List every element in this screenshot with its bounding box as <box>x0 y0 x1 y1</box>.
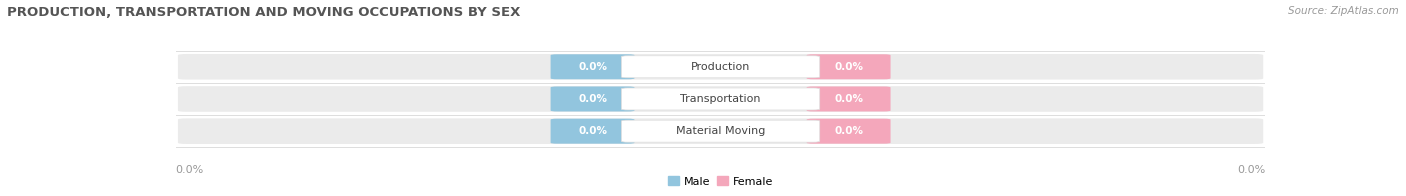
Text: 0.0%: 0.0% <box>834 126 863 136</box>
Text: Transportation: Transportation <box>681 94 761 104</box>
Text: Source: ZipAtlas.com: Source: ZipAtlas.com <box>1288 6 1399 16</box>
FancyBboxPatch shape <box>179 118 1263 144</box>
Text: 0.0%: 0.0% <box>578 94 607 104</box>
Text: 0.0%: 0.0% <box>1237 165 1265 175</box>
FancyBboxPatch shape <box>551 86 634 112</box>
Text: 0.0%: 0.0% <box>578 62 607 72</box>
FancyBboxPatch shape <box>179 86 1263 112</box>
FancyBboxPatch shape <box>807 86 890 112</box>
Text: PRODUCTION, TRANSPORTATION AND MOVING OCCUPATIONS BY SEX: PRODUCTION, TRANSPORTATION AND MOVING OC… <box>7 6 520 19</box>
Text: Material Moving: Material Moving <box>676 126 765 136</box>
FancyBboxPatch shape <box>621 56 820 78</box>
Text: 0.0%: 0.0% <box>834 62 863 72</box>
FancyBboxPatch shape <box>179 54 1263 80</box>
FancyBboxPatch shape <box>551 54 634 79</box>
Text: Production: Production <box>690 62 751 72</box>
FancyBboxPatch shape <box>621 120 820 142</box>
FancyBboxPatch shape <box>807 119 890 144</box>
Text: 0.0%: 0.0% <box>578 126 607 136</box>
Legend: Male, Female: Male, Female <box>668 176 773 187</box>
Text: 0.0%: 0.0% <box>176 165 204 175</box>
FancyBboxPatch shape <box>807 54 890 79</box>
Text: 0.0%: 0.0% <box>834 94 863 104</box>
FancyBboxPatch shape <box>621 88 820 110</box>
FancyBboxPatch shape <box>551 119 634 144</box>
